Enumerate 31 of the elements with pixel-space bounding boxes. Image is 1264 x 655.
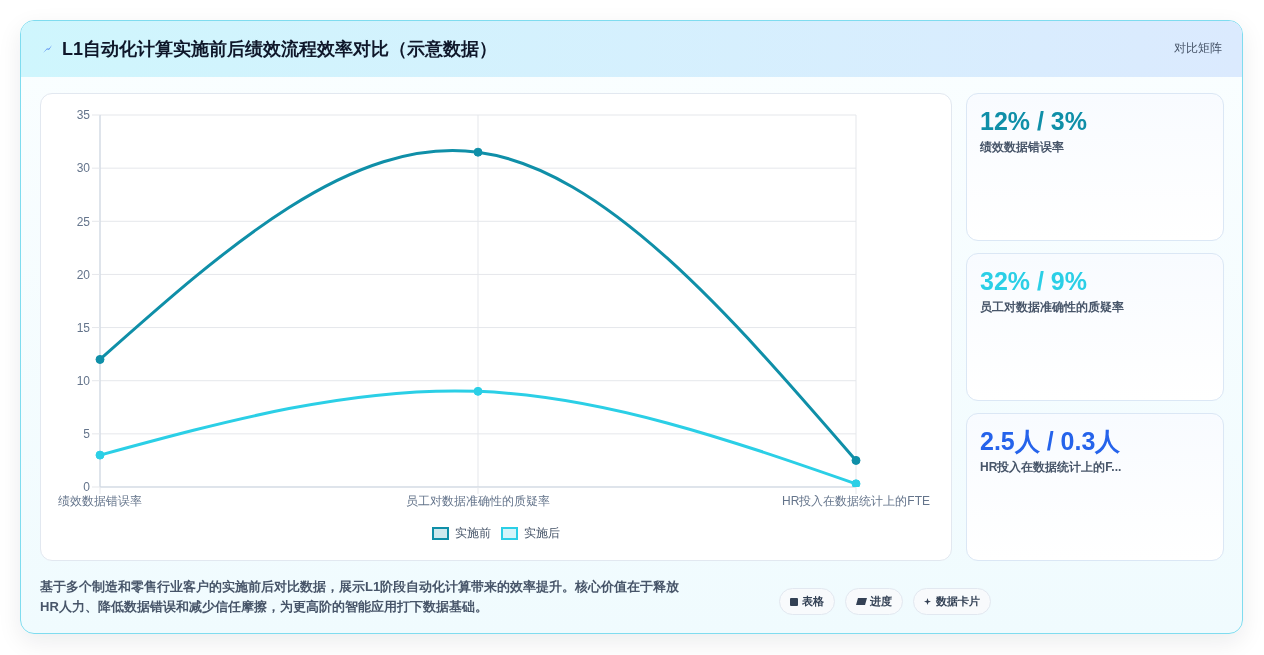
text: HR投入在数据统计上的F... xyxy=(980,460,1122,474)
text: 表格 xyxy=(802,594,824,609)
x-tick-label: 员工对数据准确性的质疑率 xyxy=(406,493,550,508)
y-tick-label: 10 xyxy=(76,373,91,388)
text: 32% / 9% xyxy=(980,267,1088,295)
point xyxy=(473,386,483,396)
text: 数据卡片 xyxy=(936,594,980,609)
point xyxy=(95,354,105,364)
text: 绩效数据错误率 xyxy=(980,140,1064,154)
text: 对比矩阵 xyxy=(1174,41,1222,55)
y-tick-label: 25 xyxy=(76,214,91,229)
legend-label: 实施后 xyxy=(524,524,560,542)
x-tick-label: HR投入在数据统计上的FTE xyxy=(782,493,930,508)
y-tick-label: 5 xyxy=(83,427,91,442)
point xyxy=(95,450,105,460)
x-tick-label: 绩效数据错误率 xyxy=(58,493,142,508)
legend-label: 实施前 xyxy=(455,524,491,542)
text: 2.5人 / 0.3人 xyxy=(980,427,1121,455)
y-tick-label: 0 xyxy=(83,480,91,495)
text: 进度 xyxy=(870,594,892,609)
y-tick-label: 15 xyxy=(76,320,91,335)
y-tick-label: 20 xyxy=(76,267,91,282)
y-tick-label: 35 xyxy=(76,108,91,123)
point xyxy=(473,147,483,157)
text: 12% / 3% xyxy=(980,107,1088,135)
text: 基于多个制造和零售行业客户的实施前后对比数据，展示L1阶段自动化计算带来的效率提升。核心价值在于释放HR人力、降低数据错误和减少信任摩擦，为更高阶的智能应用打下数据基础。 xyxy=(40,579,680,614)
text: 员工对数据准确性的质疑率 xyxy=(980,300,1124,314)
point xyxy=(851,455,861,465)
point xyxy=(851,479,861,487)
y-tick-label: 30 xyxy=(76,161,91,176)
chart-title: L1自动化计算实施前后绩效流程效率对比（示意数据） xyxy=(62,39,498,59)
